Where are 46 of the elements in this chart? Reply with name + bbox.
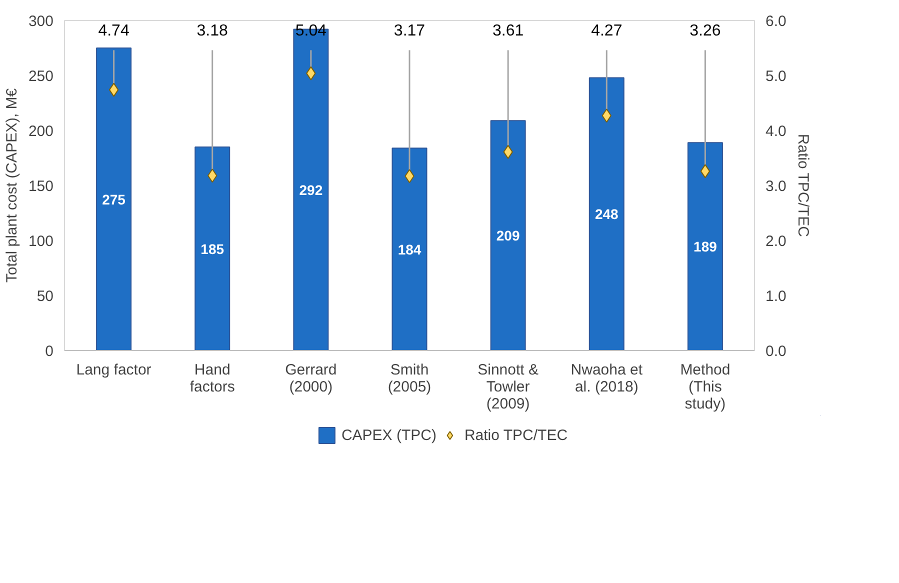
x-tick-label: Hand factors (190, 362, 235, 396)
data-label: 4.74 (98, 22, 130, 40)
y2-tick-label: 3.0 (766, 178, 786, 195)
point (108, 82, 119, 97)
y-tick-label: 250 (28, 68, 54, 85)
bar (392, 148, 428, 350)
y2-tick-label: 0.0 (766, 343, 786, 360)
x-tick-label: Nwaoha et al. (2018) (570, 362, 644, 396)
y-tick-label: 50 (36, 288, 54, 305)
data-label: 3.17 (394, 22, 426, 40)
data-label: 3.26 (690, 22, 721, 40)
x-tick-label: Gerrard (2000) (285, 362, 337, 396)
data-label: 4.27 (591, 22, 622, 40)
y2-tick-label: 5.0 (766, 68, 786, 85)
x-tick-label: Smith (2005) (388, 362, 432, 396)
legend-label: Ratio TPC/TEC (464, 426, 568, 444)
data-label: 248 (594, 206, 619, 222)
x-tick-label: Method (This study) (680, 362, 730, 412)
x-tick-label: Lang factor (76, 362, 152, 378)
data-label: 275 (102, 191, 126, 208)
y-tick-label: 0 (45, 343, 54, 360)
point (700, 164, 710, 178)
bar (687, 142, 723, 350)
y2-tick-label: 6.0 (766, 13, 786, 30)
bar (96, 48, 132, 350)
bar (490, 120, 526, 350)
data-label: 189 (694, 238, 718, 255)
y-axis-title: Total plant cost (CAPEX), M€ (3, 88, 20, 283)
data-label: 292 (299, 182, 323, 198)
bar (588, 77, 624, 350)
x-tick-label: Sinnott & Towler (2009) (478, 362, 539, 412)
legend-label: CAPEX (TPC) (341, 426, 436, 444)
data-label: 3.61 (492, 22, 524, 40)
y-tick-label: 200 (28, 123, 54, 140)
y2-tick-label: 1.0 (766, 288, 786, 305)
y2-axis-title: Ratio TPC/TEC (794, 134, 812, 238)
data-label: 184 (398, 241, 422, 258)
bar (194, 146, 230, 350)
data-label: 185 (200, 240, 224, 257)
y2-tick-label: 2.0 (766, 233, 786, 250)
y-tick-label: 300 (28, 13, 54, 30)
y-tick-label: 100 (28, 233, 54, 250)
y2-tick-label: 4.0 (766, 123, 786, 140)
data-label: 3.18 (196, 22, 228, 40)
y-tick-label: 150 (28, 178, 54, 195)
data-label: 209 (496, 228, 520, 244)
